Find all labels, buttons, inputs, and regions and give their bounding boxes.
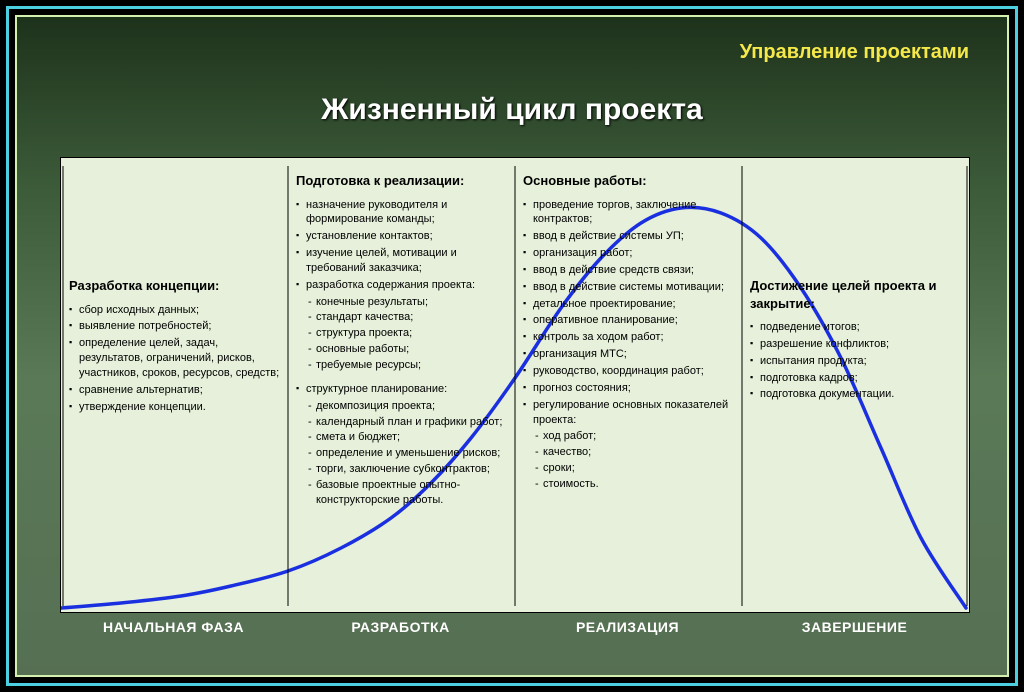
- header-category: Управление проектами: [740, 41, 969, 64]
- phase-label: РЕАЛИЗАЦИЯ: [514, 619, 741, 635]
- list-item: стоимость.: [523, 477, 734, 492]
- phase-label: ЗАВЕРШЕНИЕ: [741, 619, 968, 635]
- list-item: определение и уменьшение рисков;: [296, 446, 507, 461]
- column-title: Основные работы:: [523, 172, 734, 190]
- list-item: календарный план и графики работ;: [296, 415, 507, 430]
- list-item: ход работ;: [523, 429, 734, 444]
- list-item: прогноз состояния;: [523, 381, 734, 396]
- list-item: подведение итогов;: [750, 320, 961, 335]
- column-list: назначение руководителя и формирование к…: [296, 198, 507, 508]
- list-item: разработка содержания проекта:: [296, 278, 507, 293]
- list-item: установление контактов;: [296, 229, 507, 244]
- list-item: ввод в действие системы УП;: [523, 229, 734, 244]
- list-item: контроль за ходом работ;: [523, 330, 734, 345]
- list-item: смета и бюджет;: [296, 430, 507, 445]
- list-item: торги, заключение субконтрактов;: [296, 462, 507, 477]
- mid-border: Управление проектами Жизненный цикл прое…: [6, 6, 1018, 686]
- list-item: подготовка кадров;: [750, 371, 961, 386]
- list-item: руководство, координация работ;: [523, 364, 734, 379]
- chart-panel: Разработка концепции: сбор исходных данны…: [60, 157, 970, 613]
- list-item: утверждение концепции.: [69, 400, 280, 415]
- list-item: стандарт качества;: [296, 310, 507, 325]
- list-item: разрешение конфликтов;: [750, 337, 961, 352]
- list-item: сбор исходных данных;: [69, 303, 280, 318]
- column-list: проведение торгов, заключение контрактов…: [523, 198, 734, 492]
- list-item: сроки;: [523, 461, 734, 476]
- list-item: детальное проектирование;: [523, 297, 734, 312]
- list-item: структура проекта;: [296, 326, 507, 341]
- column-0: Разработка концепции: сбор исходных данны…: [61, 158, 288, 612]
- column-title: Достижение целей проекта и закрытие:: [750, 277, 961, 312]
- column-list: подведение итогов; разрешение конфликтов;…: [750, 320, 961, 402]
- list-item: ввод в действие системы мотивации;: [523, 280, 734, 295]
- list-item: конечные результаты;: [296, 295, 507, 310]
- main-title: Жизненный цикл проекта: [17, 93, 1007, 127]
- list-item: изучение целей, мотивации и требований з…: [296, 246, 507, 276]
- list-item: декомпозиция проекта;: [296, 399, 507, 414]
- phase-label: НАЧАЛЬНАЯ ФАЗА: [60, 619, 287, 635]
- list-item: выявление потребностей;: [69, 319, 280, 334]
- list-item: подготовка документации.: [750, 387, 961, 402]
- list-item: сравнение альтернатив;: [69, 383, 280, 398]
- list-item: требуемые ресурсы;: [296, 358, 507, 373]
- slide-area: Управление проектами Жизненный цикл прое…: [15, 15, 1009, 677]
- column-title: Разработка концепции:: [69, 277, 280, 295]
- list-item: оперативное планирование;: [523, 313, 734, 328]
- list-item: основные работы;: [296, 342, 507, 357]
- column-title: Подготовка к реализации:: [296, 172, 507, 190]
- list-item: определение целей, задач, результатов, о…: [69, 336, 280, 381]
- column-3: Достижение целей проекта и закрытие: подв…: [742, 158, 969, 612]
- list-item: базовые проектные опытно-конструкторские…: [296, 478, 507, 508]
- list-item: организация работ;: [523, 246, 734, 261]
- list-item: структурное планирование:: [296, 382, 507, 397]
- column-list: сбор исходных данных;выявление потребнос…: [69, 303, 280, 415]
- list-item: качество;: [523, 445, 734, 460]
- list-item: регулирование основных показателей проек…: [523, 398, 734, 428]
- columns-container: Разработка концепции: сбор исходных данны…: [61, 158, 969, 612]
- list-item: испытания продукта;: [750, 354, 961, 369]
- column-2: Основные работы: проведение торгов, заклю…: [515, 158, 742, 612]
- list-item: проведение торгов, заключение контрактов…: [523, 198, 734, 228]
- phase-labels-row: НАЧАЛЬНАЯ ФАЗАРАЗРАБОТКАРЕАЛИЗАЦИЯЗАВЕРШ…: [60, 619, 968, 635]
- list-item: назначение руководителя и формирование к…: [296, 198, 507, 228]
- list-item: ввод в действие средств связи;: [523, 263, 734, 278]
- phase-label: РАЗРАБОТКА: [287, 619, 514, 635]
- outer-border: Управление проектами Жизненный цикл прое…: [0, 0, 1024, 692]
- column-1: Подготовка к реализации: назначение руков…: [288, 158, 515, 612]
- list-item: организация МТС;: [523, 347, 734, 362]
